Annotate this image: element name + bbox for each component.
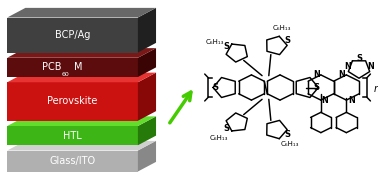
Text: 60: 60 [62,72,70,77]
Polygon shape [7,18,138,52]
Text: S: S [223,124,229,133]
Polygon shape [138,116,156,145]
Text: S: S [223,42,229,51]
Text: PCB: PCB [42,62,62,72]
Text: N: N [313,70,320,79]
Polygon shape [7,82,138,121]
Text: HTL: HTL [63,131,82,141]
Polygon shape [138,8,156,52]
Polygon shape [138,141,156,172]
Polygon shape [138,73,156,121]
Text: n: n [373,84,378,94]
Polygon shape [7,126,138,145]
Text: Glass/ITO: Glass/ITO [50,156,96,166]
Text: S: S [212,83,218,92]
Text: M: M [74,62,83,72]
Text: N: N [338,70,345,79]
Text: C₆H₁₃: C₆H₁₃ [206,39,224,45]
Text: N: N [322,96,328,105]
Text: N: N [344,62,351,71]
Polygon shape [7,150,138,172]
Text: BCP/Ag: BCP/Ag [55,30,90,40]
Polygon shape [7,116,156,126]
Text: N: N [367,62,373,71]
Text: N: N [348,96,355,105]
Text: S: S [314,83,319,92]
Text: Perovskite: Perovskite [47,96,98,107]
Text: S: S [284,130,290,139]
Text: C₆H₁₃: C₆H₁₃ [281,141,299,146]
Polygon shape [7,48,156,58]
Polygon shape [138,48,156,77]
Text: C₆H₁₃: C₆H₁₃ [209,135,228,141]
Polygon shape [7,141,156,150]
Text: C₆H₁₃: C₆H₁₃ [273,25,291,31]
Polygon shape [7,8,156,18]
Text: S: S [356,54,362,63]
Polygon shape [7,58,138,77]
Text: S: S [284,36,290,45]
Polygon shape [7,73,156,82]
